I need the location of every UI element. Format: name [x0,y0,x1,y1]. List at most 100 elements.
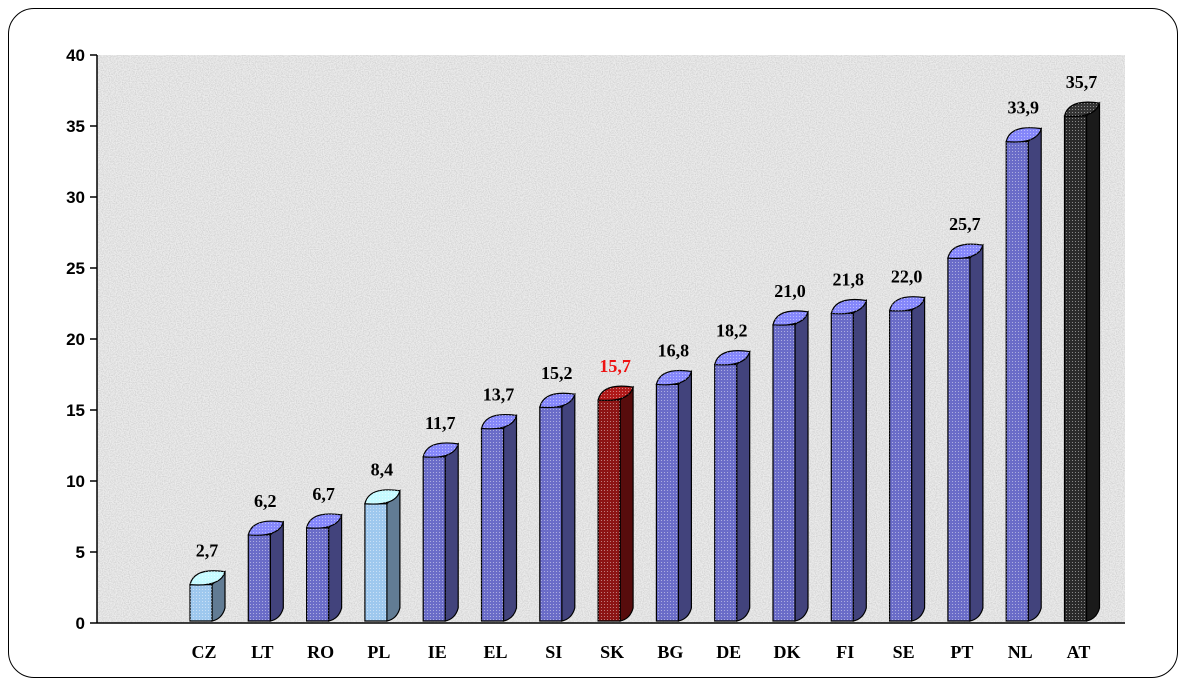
bar-se: 22,0 [888,267,926,622]
y-tick-label: 5 [76,543,85,562]
bar-ie: 11,7 [422,413,459,622]
data-label-nl: 33,9 [1007,98,1039,118]
bar-side-face [619,385,634,622]
bar-front-texture [831,313,854,621]
bar-top-texture [831,299,867,314]
bar-side-face [1027,127,1042,622]
bar-top-texture [714,350,750,365]
bar-top-texture [598,386,634,401]
x-tick-label-sk: SK [600,642,624,662]
data-label-ro: 6,7 [312,484,335,504]
bar-side-face [386,489,401,622]
bar-top-texture [1006,127,1042,142]
data-label-dk: 21,0 [774,281,806,301]
bar-side-face [911,296,926,622]
bar-nl: 33,9 [1005,98,1042,622]
bar-front-texture [1064,116,1087,621]
x-tick-label-el: EL [483,642,507,662]
bar-side-face [677,369,692,622]
data-label-lt: 6,2 [254,491,277,511]
bar-top-texture [947,244,983,259]
x-tick-label-dk: DK [774,642,801,662]
bar-top-texture [656,370,692,385]
bar-at: 35,7 [1063,72,1101,622]
bar-side-face [1085,101,1101,622]
bar-bg: 16,8 [655,340,693,622]
bar-front-texture [248,534,271,621]
bar-side-face [502,414,518,622]
bar-front-texture [364,503,387,621]
bar-front-texture [481,428,504,621]
bar-pt: 25,7 [947,214,984,622]
x-tick-label-de: DE [716,642,741,662]
bar-front-texture [539,407,562,621]
x-tick-label-fi: FI [836,642,854,662]
bar-side-face [561,392,576,622]
bar-front-texture [1006,141,1029,621]
y-tick-label: 35 [66,117,85,136]
bar-si: 15,2 [539,363,576,622]
bar-side-face [736,350,751,622]
bar-de: 18,2 [713,321,751,622]
bar-lt: 6,2 [247,491,285,622]
bar-side-face [794,310,809,622]
y-tick-label: 15 [66,401,85,420]
bar-top-texture [190,570,225,586]
data-label-sk: 15,7 [599,356,631,376]
bar-front-texture [773,324,795,621]
data-label-el: 13,7 [483,384,515,404]
x-tick-label-lt: LT [251,642,273,662]
bar-top-texture [889,296,925,311]
x-axis: CZ LT RO PL IE EL SI SK BG DE DK FI SE PT NL AT [97,622,1125,662]
bar-front-texture [598,400,621,621]
data-label-cz: 2,7 [196,541,219,561]
data-label-bg: 16,8 [658,340,690,360]
y-axis: 0 5 10 15 20 25 30 35 40 [66,46,98,633]
y-tick-label: 30 [66,188,85,207]
bar-side-face [328,513,343,622]
bar-top-texture [364,489,400,505]
bar-pl: 8,4 [364,460,401,622]
bar-dk: 21,0 [772,281,809,622]
bar-front-texture [423,456,446,621]
bar-top-texture [423,442,459,458]
x-tick-label-se: SE [893,642,915,662]
data-label-ie: 11,7 [425,413,456,433]
bar-top-texture [306,513,342,529]
data-label-se: 22,0 [891,267,923,287]
data-label-pt: 25,7 [949,214,981,234]
bar-front-texture [714,364,737,621]
bars-group: 2,7 6,2 6,7 8,4 11,7 13,7 15,2 15,7 16,8 18,2 21,0… [189,72,1101,622]
x-tick-label-ro: RO [307,642,334,662]
y-tick-label: 20 [66,330,85,349]
bar-ro: 6,7 [305,484,343,622]
bar-cz: 2,7 [189,541,226,622]
data-label-si: 15,2 [541,363,573,383]
x-tick-label-ie: IE [428,642,447,662]
data-label-fi: 21,8 [833,269,865,289]
bar-top-texture [1064,102,1100,117]
x-tick-label-pt: PT [950,642,973,662]
data-label-de: 18,2 [716,321,748,341]
y-tick-label: 25 [66,259,85,278]
bar-front-texture [306,527,329,621]
bar-side-face [269,520,284,622]
x-tick-label-pl: PL [367,642,390,662]
bar-front-texture [889,310,912,621]
bar-sk: 15,7 [597,356,634,622]
bar-side-face [969,243,984,622]
y-tick-label: 0 [76,614,85,633]
bar-front-texture [190,584,212,621]
x-tick-label-at: AT [1067,642,1091,662]
bar-el: 13,7 [480,384,518,622]
bar-front-texture [656,384,679,621]
x-tick-label-si: SI [545,642,562,662]
bar-top-texture [248,521,284,536]
bar-side-face [852,298,867,622]
bar-top-texture [539,393,575,408]
bar-top-texture [481,414,517,429]
data-label-at: 35,7 [1066,72,1098,92]
bar-side-face [444,442,459,622]
y-tick-label: 10 [66,472,85,491]
